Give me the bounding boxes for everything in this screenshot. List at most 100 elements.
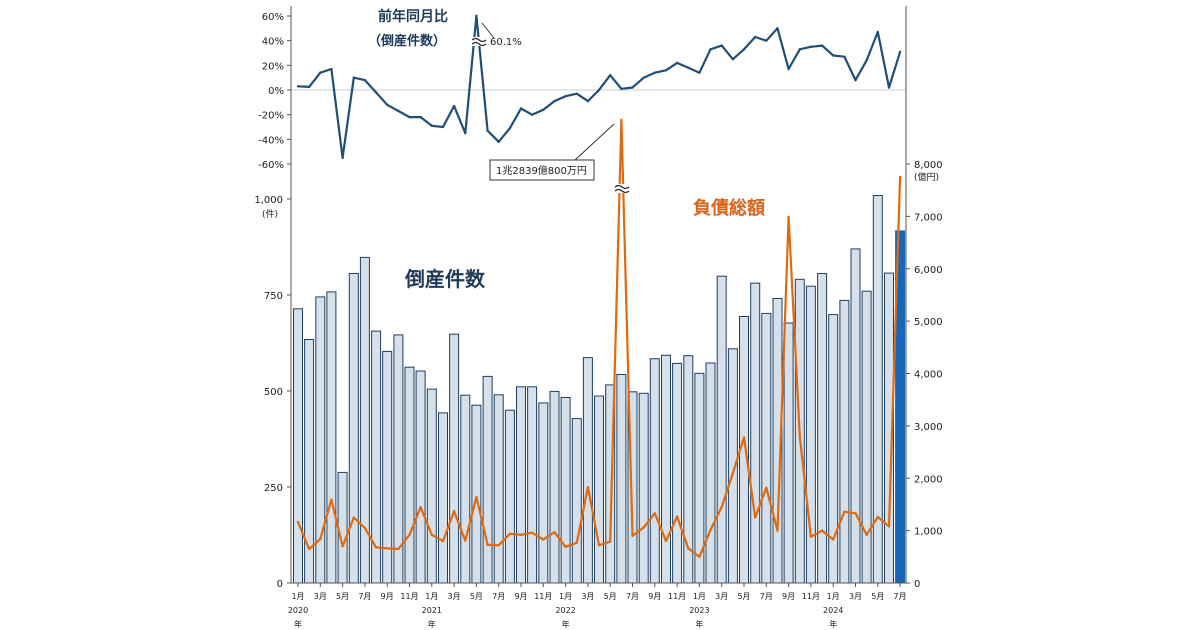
yoy-point <box>497 140 500 143</box>
bar <box>861 290 872 584</box>
yoy-point <box>386 103 389 107</box>
x-year-suffix: 年 <box>428 619 436 629</box>
bar <box>705 362 716 584</box>
yoy-break-symbol <box>471 37 487 47</box>
yoy-point <box>464 131 467 135</box>
liabilities-point <box>419 505 422 509</box>
x-tick-label: 1月 <box>693 592 706 601</box>
bar <box>783 322 794 584</box>
liabilities-point <box>497 544 500 547</box>
x-tick-label: 3月 <box>849 592 862 601</box>
yoy-tick-label: 20% <box>262 61 284 72</box>
bar <box>839 299 850 584</box>
right-tick-label: 8,000 <box>914 160 943 171</box>
liabilities-point <box>742 436 746 439</box>
yoy-point <box>742 48 746 51</box>
yoy-point <box>408 115 411 119</box>
bar <box>449 333 460 584</box>
yoy-point <box>609 74 612 77</box>
x-year-suffix: 年 <box>294 619 302 629</box>
yoy-point <box>898 50 902 53</box>
yoy-point <box>553 99 556 103</box>
yoy-subtitle: （倒産件数） <box>368 33 446 49</box>
right-axis-unit: (億円) <box>914 171 939 183</box>
lines-layer <box>296 14 902 559</box>
bar <box>426 388 437 584</box>
bar <box>326 291 337 584</box>
left-tick-label: 750 <box>264 291 283 302</box>
yoy-point <box>753 35 757 39</box>
liabilities-point <box>519 533 523 537</box>
liabilities-point <box>709 528 712 532</box>
bar <box>293 308 303 584</box>
bar <box>582 357 593 584</box>
x-tick-label: 9月 <box>381 592 394 601</box>
x-tick-label: 5月 <box>336 592 349 601</box>
liabilities-point <box>386 547 389 550</box>
liabilities-point <box>452 510 456 513</box>
liabilities-point <box>865 533 868 537</box>
bar <box>805 285 816 584</box>
axes-layer: 60% 40% 20% 0% -20% -40% -60% 1,000 750 500 250 0 8,… <box>254 6 943 629</box>
yoy-point <box>709 48 712 51</box>
yoy-point <box>419 115 422 119</box>
yoy-point <box>586 99 590 103</box>
x-tick-label: 1月 <box>291 592 304 601</box>
yoy-title: 前年同月比 <box>378 8 448 25</box>
bar <box>716 275 727 584</box>
liabilities-point <box>508 532 512 535</box>
x-year-label: 2024 <box>823 606 843 615</box>
right-tick-label: 4,000 <box>914 370 943 381</box>
liabilities-point <box>642 526 645 529</box>
yoy-point <box>698 71 701 74</box>
right-tick-label: 3,000 <box>914 422 943 433</box>
yoy-point <box>887 86 891 89</box>
liabilities-point <box>575 541 578 544</box>
liabilities-point <box>664 539 668 543</box>
x-tick-label: 3月 <box>314 592 327 601</box>
bar <box>516 386 526 584</box>
yoy-point <box>664 69 668 72</box>
x-tick-label: 11月 <box>534 592 552 601</box>
liabilities-series-label: 負債総額 <box>693 197 765 219</box>
bar <box>761 312 772 584</box>
yoy-point <box>575 92 578 95</box>
x-tick-label: 9月 <box>782 592 795 601</box>
yoy-point <box>854 78 857 82</box>
bar <box>661 354 671 584</box>
yoy-tick-label: -20% <box>258 111 284 122</box>
liabilities-point <box>341 545 344 548</box>
x-tick-label: 3月 <box>448 592 461 601</box>
liabilities-point <box>887 525 891 528</box>
liabilities-point <box>330 498 333 501</box>
yoy-point <box>865 59 868 62</box>
yoy-point <box>374 91 378 94</box>
bar <box>538 402 549 584</box>
x-tick-label: 7月 <box>894 592 907 601</box>
x-tick-label: 1月 <box>559 592 572 601</box>
x-tick-label: 5月 <box>871 592 884 601</box>
liabilities-point <box>620 118 623 122</box>
liabilities-point <box>352 516 355 519</box>
x-year-suffix: 年 <box>562 619 570 629</box>
x-year-label: 2023 <box>689 606 709 615</box>
liabilities-point <box>720 505 723 509</box>
liabilities-point <box>820 529 824 532</box>
right-tick-label: 7,000 <box>914 212 943 223</box>
bar <box>438 412 448 584</box>
liabilities-point <box>653 512 656 515</box>
yoy-point <box>675 61 679 65</box>
yoy-callout-leader <box>481 22 495 39</box>
liabilities-point <box>843 510 846 513</box>
yoy-point <box>687 66 690 70</box>
yoy-point <box>720 44 723 47</box>
bar <box>828 314 839 584</box>
x-tick-label: 1月 <box>425 592 438 601</box>
yoy-point <box>319 71 322 74</box>
liabilities-point <box>397 547 400 551</box>
yoy-point <box>564 94 567 98</box>
bar <box>638 392 649 584</box>
x-tick-label: 11月 <box>802 592 820 601</box>
yoy-point <box>441 125 445 129</box>
